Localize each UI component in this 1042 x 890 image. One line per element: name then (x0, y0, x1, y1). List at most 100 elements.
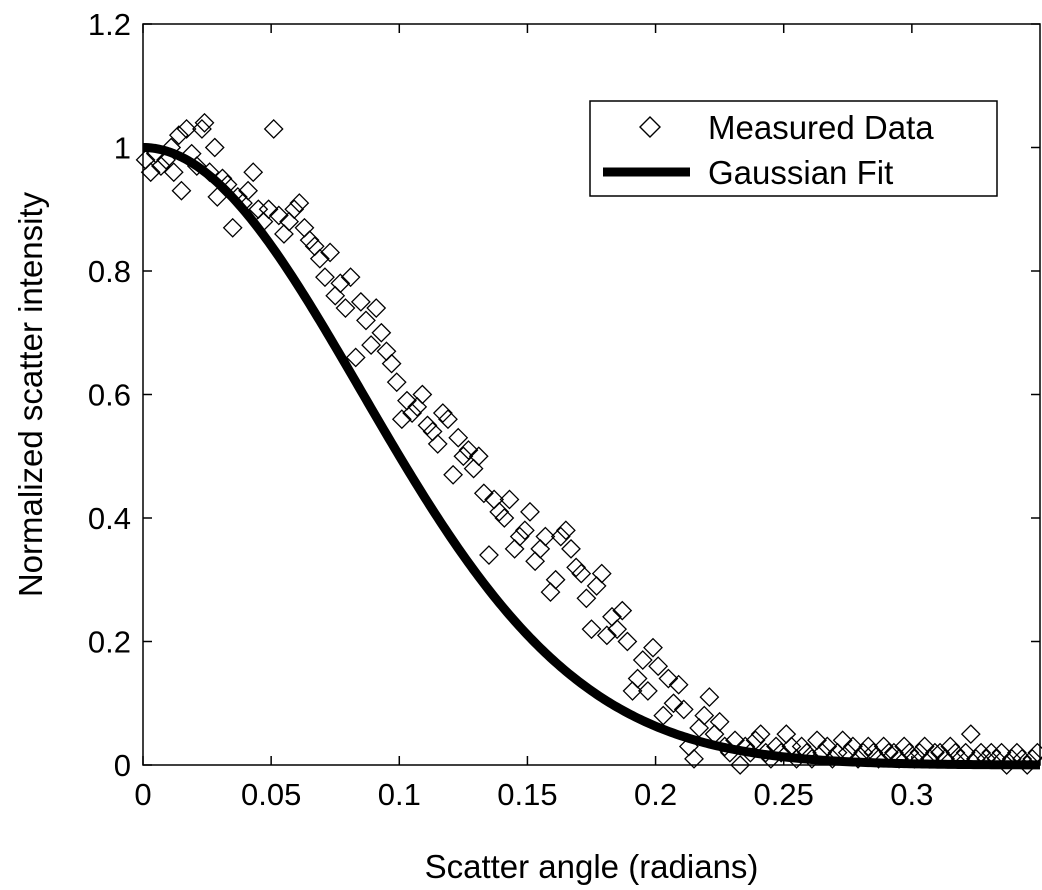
measured-data-point (489, 501, 510, 522)
measured-data-point (561, 538, 581, 559)
measured-data-point (617, 631, 638, 652)
gaussian-fit-line (141, 143, 1042, 770)
measured-data-point (499, 489, 520, 510)
measured-data-point (192, 119, 212, 139)
measured-data-point (668, 674, 689, 695)
measured-data-point (612, 600, 633, 621)
measured-data-point (637, 680, 658, 701)
measured-data-point (894, 736, 915, 757)
measured-data-point (391, 409, 412, 430)
measured-data-point (258, 199, 279, 220)
x-axis-title: Scatter angle (radians) (425, 848, 759, 885)
x-tick-label: 0.3 (890, 777, 933, 812)
measured-data-point (648, 656, 669, 677)
measured-data-point (274, 224, 294, 244)
x-tick-label: 0.25 (754, 777, 814, 812)
measured-data-point (438, 409, 458, 430)
measured-data-point (566, 557, 587, 578)
measured-data-point (402, 403, 423, 423)
measured-data-point (586, 576, 607, 596)
measured-data-point (494, 508, 515, 528)
measured-data-point (576, 588, 597, 609)
measured-data-point (684, 748, 704, 769)
measured-data-point (848, 748, 868, 769)
measured-data-point (525, 551, 546, 572)
legend-label-measured-data: Measured Data (708, 109, 934, 146)
measured-data-point (535, 526, 556, 547)
measured-data-point (335, 298, 356, 318)
y-tick-label: 1.2 (88, 7, 131, 42)
measured-data-point (432, 403, 453, 423)
measured-data-point (940, 736, 961, 757)
measured-data-point (571, 563, 592, 584)
measured-data-point (315, 267, 335, 288)
measured-data-point (663, 693, 684, 714)
measured-data-point (222, 217, 243, 238)
measured-data-point (468, 446, 489, 467)
measured-data-point (194, 112, 215, 133)
measured-data-point (284, 199, 305, 220)
y-tick-label: 0 (114, 748, 131, 783)
measured-data-point (822, 748, 843, 769)
measured-data-point (204, 137, 225, 158)
measured-data-point (868, 748, 889, 769)
measured-data-point (168, 125, 189, 146)
measured-data-point (658, 668, 679, 689)
y-tick-label: 0.4 (88, 501, 131, 536)
measured-data-point (345, 347, 366, 368)
measured-data-point (381, 353, 402, 374)
measured-data-point (504, 538, 525, 559)
measured-data-point (555, 520, 576, 541)
legend: Measured Data Gaussian Fit (589, 100, 998, 197)
y-axis-title: Normalized scatter intensity (12, 191, 49, 597)
x-tick-label: 0.15 (497, 777, 557, 812)
legend-diamond-marker (639, 116, 661, 138)
y-tick-label: 1 (114, 131, 131, 166)
measured-data-point (366, 298, 387, 318)
measured-data-point (530, 538, 551, 559)
measured-data-point (309, 248, 330, 269)
legend-label-gaussian-fit: Gaussian Fit (708, 154, 893, 191)
measured-data-point (361, 335, 382, 356)
measured-data-point (151, 156, 171, 176)
measured-data-point (473, 483, 494, 504)
measured-data-point (356, 310, 376, 331)
measured-data-point (709, 711, 730, 732)
measured-data-point (299, 230, 320, 251)
measured-data-point (443, 464, 464, 485)
measured-data-point (238, 180, 258, 201)
y-tick-label: 0.2 (88, 625, 131, 660)
measured-data-point (243, 162, 264, 183)
measured-data-point (386, 372, 407, 393)
measured-data-point (458, 440, 479, 460)
measured-data-point (268, 205, 289, 226)
measured-data-point (279, 211, 300, 232)
y-tick-label: 0.6 (88, 378, 131, 413)
measured-data-point (340, 267, 361, 288)
legend-box (589, 100, 998, 197)
measured-data-point (330, 273, 351, 294)
measured-data-point (632, 650, 653, 670)
x-axis-ticks: 0 0.05 0.1 0.15 0.2 0.25 0.3 (134, 24, 933, 812)
measured-data-point (171, 180, 192, 201)
measured-data-point (509, 526, 530, 547)
measured-data-point (591, 563, 612, 584)
measured-data-point (540, 582, 561, 603)
measured-data-point (407, 396, 428, 417)
measured-data-point (289, 193, 310, 213)
x-tick-label: 0.1 (378, 777, 421, 812)
measured-data-point (140, 162, 161, 183)
measured-data-point (750, 724, 771, 745)
measured-data-point (479, 545, 499, 565)
measured-data-point (581, 619, 602, 640)
measured-data-point (427, 433, 448, 454)
measured-data-point (453, 446, 474, 467)
measured-data-point (412, 384, 433, 405)
measured-data-point (163, 162, 184, 183)
measured-data-point (417, 415, 438, 436)
measured-data-point (627, 668, 648, 689)
measured-data-point (545, 569, 566, 590)
measured-data-point (520, 501, 540, 522)
measured-data-point (643, 637, 663, 658)
